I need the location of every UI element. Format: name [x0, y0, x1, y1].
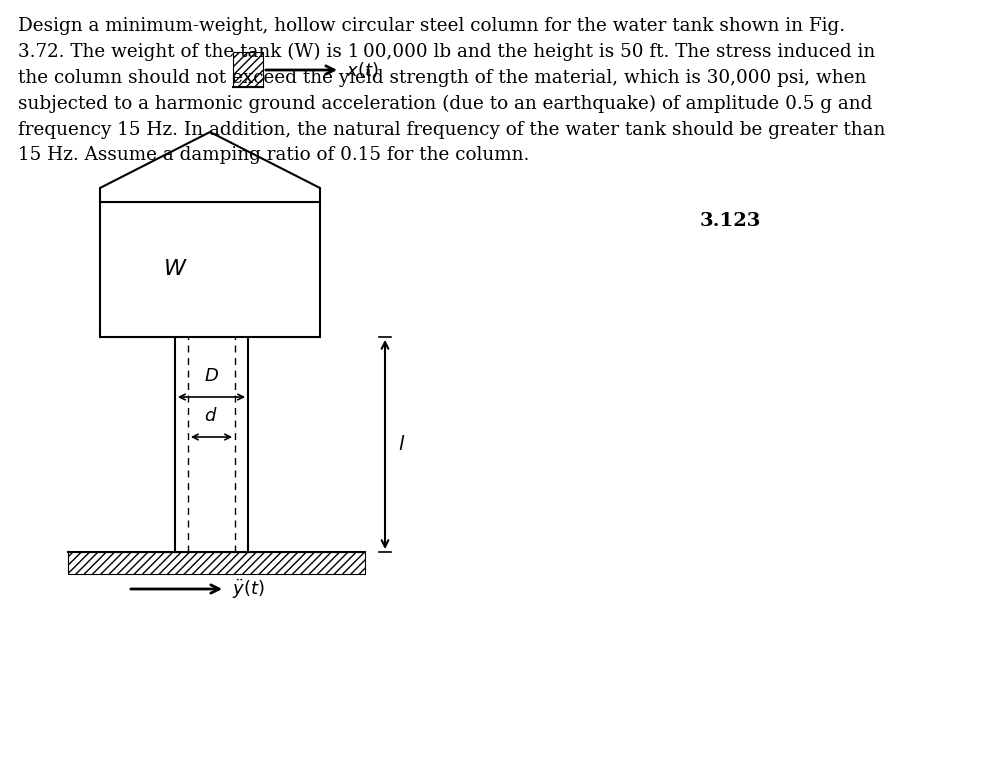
Text: $l$: $l$: [398, 436, 406, 455]
Text: $\ddot{y}(t)$: $\ddot{y}(t)$: [232, 578, 265, 601]
Polygon shape: [100, 132, 320, 202]
Text: $d$: $d$: [204, 407, 218, 425]
Text: $x(t)$: $x(t)$: [346, 60, 379, 80]
Bar: [100, 202, 320, 337]
Bar: [233, 52, 263, 87]
Text: Design a minimum-weight, hollow circular steel column for the water tank shown i: Design a minimum-weight, hollow circular…: [18, 17, 885, 164]
Text: $W$: $W$: [163, 258, 187, 280]
Text: $D$: $D$: [203, 367, 219, 385]
Text: 3.123: 3.123: [700, 212, 761, 230]
Bar: [68, 552, 365, 574]
